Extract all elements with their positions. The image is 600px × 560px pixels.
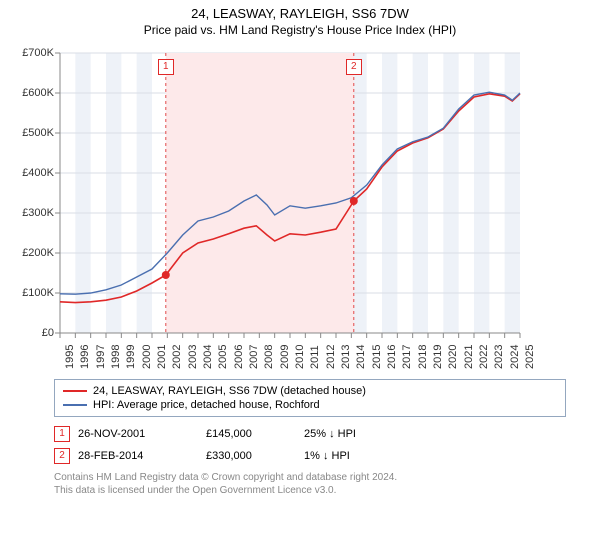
x-tick-label: 2013 xyxy=(340,345,352,369)
y-tick-label: £500K xyxy=(8,127,54,139)
legend-label: 24, LEASWAY, RAYLEIGH, SS6 7DW (detached… xyxy=(93,385,366,397)
sale-marker-2: 2 xyxy=(346,59,362,75)
x-tick-label: 2018 xyxy=(417,345,429,369)
x-tick-label: 2008 xyxy=(263,345,275,369)
x-tick-label: 2002 xyxy=(171,345,183,369)
legend-swatch xyxy=(63,404,87,406)
x-tick-label: 2001 xyxy=(156,345,168,369)
sales-table: 1 26-NOV-2001 £145,000 25% ↓ HPI 2 28-FEB-201… xyxy=(54,423,566,467)
x-tick-label: 2016 xyxy=(386,345,398,369)
x-tick-label: 2009 xyxy=(279,345,291,369)
legend-swatch xyxy=(63,390,87,392)
x-tick-label: 2012 xyxy=(325,345,337,369)
sale-marker-1: 1 xyxy=(158,59,174,75)
x-tick-label: 2000 xyxy=(141,345,153,369)
sale-dot-2 xyxy=(350,197,358,205)
sale-date: 28-FEB-2014 xyxy=(78,450,198,462)
x-tick-label: 2007 xyxy=(248,345,260,369)
chart-area: £0 £100K £200K £300K £400K £500K £600K £700K 199… xyxy=(10,43,530,373)
x-tick-label: 2024 xyxy=(509,345,521,369)
chart-container: 24, LEASWAY, RAYLEIGH, SS6 7DW Price pai… xyxy=(0,0,600,560)
x-tick-label: 1997 xyxy=(95,345,107,369)
y-tick-label: £700K xyxy=(8,47,54,59)
sale-price: £145,000 xyxy=(206,428,296,440)
y-tick-label: £400K xyxy=(8,167,54,179)
x-tick-label: 1999 xyxy=(125,345,137,369)
x-tick-label: 2020 xyxy=(447,345,459,369)
x-tick-label: 2023 xyxy=(493,345,505,369)
y-tick-label: £300K xyxy=(8,207,54,219)
legend-item: 24, LEASWAY, RAYLEIGH, SS6 7DW (detached… xyxy=(63,384,557,398)
x-tick-label: 2025 xyxy=(524,345,536,369)
legend-label: HPI: Average price, detached house, Roch… xyxy=(93,399,320,411)
sale-row: 1 26-NOV-2001 £145,000 25% ↓ HPI xyxy=(54,423,566,445)
license-text: Contains HM Land Registry data © Crown c… xyxy=(54,471,566,497)
chart-svg xyxy=(10,43,530,373)
sale-date: 26-NOV-2001 xyxy=(78,428,198,440)
x-tick-label: 2006 xyxy=(233,345,245,369)
license-line2: This data is licensed under the Open Gov… xyxy=(54,484,566,497)
y-tick-label: £200K xyxy=(8,247,54,259)
x-tick-label: 2021 xyxy=(463,345,475,369)
sale-price: £330,000 xyxy=(206,450,296,462)
chart-title: 24, LEASWAY, RAYLEIGH, SS6 7DW xyxy=(0,0,600,21)
legend-item: HPI: Average price, detached house, Roch… xyxy=(63,398,557,412)
x-tick-label: 2003 xyxy=(187,345,199,369)
x-tick-label: 2015 xyxy=(371,345,383,369)
x-tick-label: 2017 xyxy=(401,345,413,369)
legend: 24, LEASWAY, RAYLEIGH, SS6 7DW (detached… xyxy=(54,379,566,417)
license-line1: Contains HM Land Registry data © Crown c… xyxy=(54,471,566,484)
sale-diff: 25% ↓ HPI xyxy=(304,428,404,440)
y-tick-label: £100K xyxy=(8,287,54,299)
sale-dot-1 xyxy=(162,271,170,279)
x-tick-label: 2011 xyxy=(309,345,321,369)
x-tick-label: 2019 xyxy=(432,345,444,369)
x-tick-label: 2005 xyxy=(217,345,229,369)
x-tick-label: 2014 xyxy=(355,345,367,369)
sale-row: 2 28-FEB-2014 £330,000 1% ↓ HPI xyxy=(54,445,566,467)
chart-subtitle: Price paid vs. HM Land Registry's House … xyxy=(0,21,600,37)
x-tick-label: 1996 xyxy=(79,345,91,369)
x-tick-label: 2022 xyxy=(478,345,490,369)
sale-diff: 1% ↓ HPI xyxy=(304,450,404,462)
x-tick-label: 1995 xyxy=(64,345,76,369)
y-tick-label: £600K xyxy=(8,87,54,99)
x-tick-label: 1998 xyxy=(110,345,122,369)
sale-badge: 2 xyxy=(54,448,70,464)
x-tick-label: 2004 xyxy=(202,345,214,369)
x-tick-label: 2010 xyxy=(294,345,306,369)
y-tick-label: £0 xyxy=(8,327,54,339)
sale-badge: 1 xyxy=(54,426,70,442)
